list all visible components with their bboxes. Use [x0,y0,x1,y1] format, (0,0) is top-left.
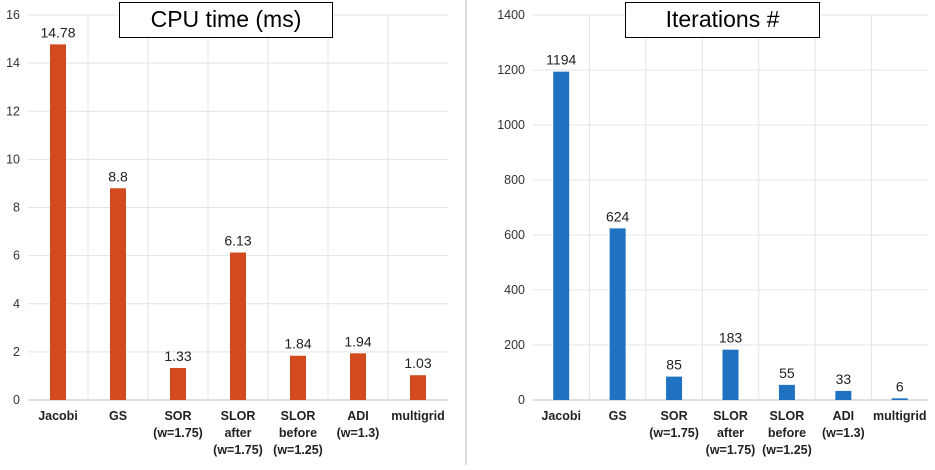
cpu-y-tick-label: 6 [13,249,20,263]
iter-value-label: 6 [896,378,904,394]
iter-category-label: SLOR [713,409,748,423]
cpu-value-label: 1.94 [344,333,371,349]
cpu-value-label: 1.33 [164,348,191,364]
iterations-chart-panel: 0 200 400 600 800 1000 1200 1400 1194 Jacobi 624 GS… [466,0,935,465]
iter-value-label: 624 [606,208,630,224]
cpu-category-label: ADI [347,409,369,423]
iter-category-label: SLOR [770,409,805,423]
iter-y-tick-label: 1000 [497,118,525,132]
iter-value-label: 55 [779,365,795,381]
cpu-value-label: 1.84 [284,336,311,352]
iter-category-label: (w=1.3) [822,426,865,440]
cpu-time-chart-title: CPU time (ms) [119,2,333,38]
cpu-category-label: Jacobi [38,409,78,423]
cpu-category-label: before [279,426,317,440]
iter-category-label: (w=1.25) [762,443,812,457]
cpu-y-tick-label: 2 [13,345,20,359]
iter-bar [891,398,908,400]
iter-category-label: GS [609,409,627,423]
iter-bar [722,349,739,400]
iter-y-tick-label: 400 [504,283,525,297]
cpu-y-tick-label: 12 [6,104,20,118]
cpu-category-label: (w=1.25) [273,443,323,457]
iter-category-label: before [768,426,806,440]
cpu-time-chart: 0 2 4 6 8 10 12 14 16 14.78 Jacobi 8.8 GS 1.33 SOR (w=1… [6,8,448,457]
cpu-category-label: multigrid [391,409,444,423]
iter-y-tick-label: 600 [504,228,525,242]
cpu-category-label: GS [109,409,127,423]
iter-value-label: 85 [666,357,682,373]
iter-category-label: SOR [661,409,688,423]
iter-y-tick-label: 1200 [497,63,525,77]
cpu-value-label: 6.13 [224,232,251,248]
iter-bar [609,228,626,400]
cpu-y-tick-label: 14 [6,56,20,70]
iter-value-label: 33 [836,371,852,387]
cpu-category-label: SOR [164,409,191,423]
cpu-bar [350,353,366,400]
cpu-y-tick-label: 0 [13,393,20,407]
cpu-category-label: (w=1.75) [153,426,203,440]
cpu-bar [230,252,246,400]
cpu-category-label: (w=1.3) [337,426,380,440]
iter-category-label: ADI [833,409,855,423]
iter-category-label: Jacobi [541,409,581,423]
cpu-bar [50,44,66,400]
iter-y-tick-label: 200 [504,338,525,352]
iter-category-label: after [717,426,744,440]
iter-y-tick-label: 1400 [497,8,525,22]
cpu-value-label: 1.03 [404,355,431,371]
iter-category-label: (w=1.75) [649,426,699,440]
cpu-value-label: 8.8 [108,168,128,184]
cpu-time-chart-panel: 0 2 4 6 8 10 12 14 16 14.78 Jacobi 8.8 GS 1.33 SOR (w=1… [0,0,466,465]
iter-y-tick-label: 800 [504,173,525,187]
iter-bar [666,376,683,400]
iter-value-label: 1194 [546,52,576,68]
iter-category-label: (w=1.75) [706,443,756,457]
iterations-chart: 0 200 400 600 800 1000 1200 1400 1194 Jacobi 624 GS… [497,8,928,457]
cpu-value-label: 14.78 [40,24,75,40]
cpu-category-label: SLOR [281,409,316,423]
cpu-bar [290,355,306,400]
iter-bar [835,390,852,400]
panel-divider [465,0,467,465]
iter-bar [778,384,795,400]
cpu-category-label: after [224,426,251,440]
cpu-y-tick-label: 8 [13,201,20,215]
cpu-bar [110,188,126,400]
cpu-y-tick-label: 10 [6,152,20,166]
cpu-category-label: (w=1.75) [213,443,263,457]
cpu-y-tick-label: 16 [6,8,20,22]
iter-y-tick-label: 0 [518,393,525,407]
cpu-bar [170,367,186,400]
iter-value-label: 183 [719,330,743,346]
iter-bar [553,71,570,401]
cpu-bar [410,375,426,400]
iter-category-label: multigrid [873,409,926,423]
cpu-category-label: SLOR [221,409,256,423]
cpu-y-tick-label: 4 [13,297,20,311]
iterations-chart-title: Iterations # [625,2,820,38]
